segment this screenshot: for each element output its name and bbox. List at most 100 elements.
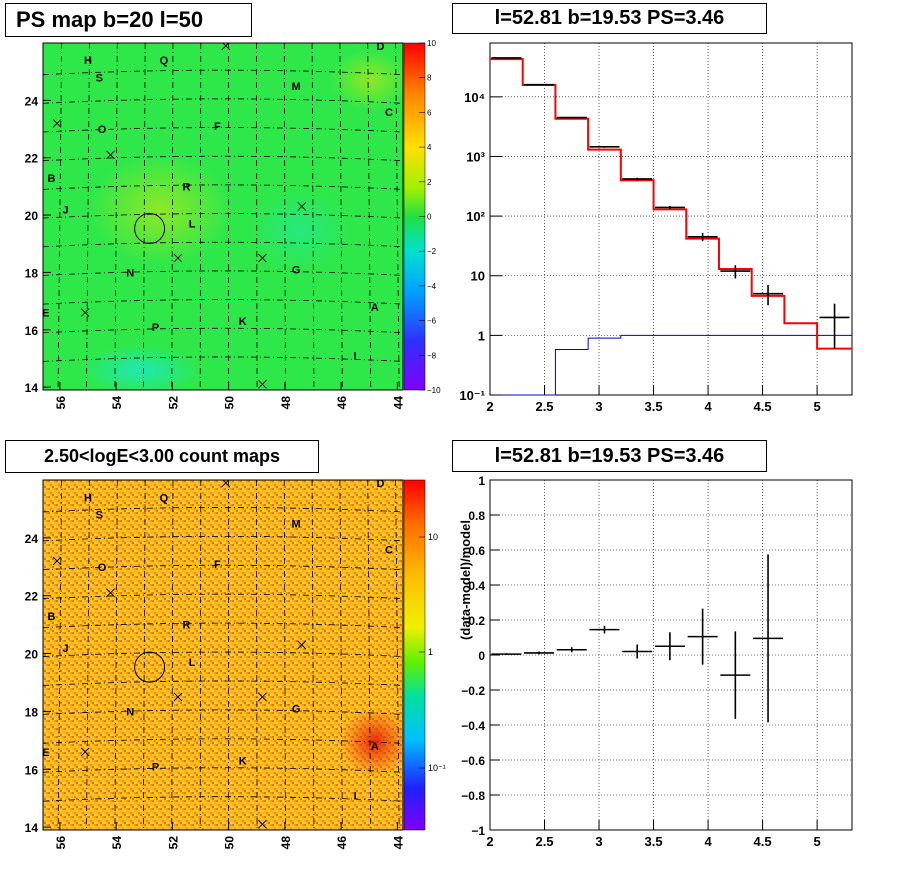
ps-map-colorbar <box>404 43 425 390</box>
longitude-gridline <box>339 43 343 390</box>
source-letter-label: E <box>42 308 49 320</box>
latitude-gridline <box>43 507 403 513</box>
source-cross-marker <box>80 747 90 757</box>
source-letter-label: C <box>385 107 393 119</box>
count-map-coordinate-grid <box>43 480 403 830</box>
source-letter-label: H <box>84 55 92 67</box>
x-axis-tick-label: 3.5 <box>645 834 663 849</box>
colorbar-tick-label: −2 <box>427 247 437 256</box>
residual-title: l=52.81 b=19.53 PS=3.46 <box>452 440 767 472</box>
ps-map-deficit-blob <box>80 345 200 390</box>
source-letter-label: F <box>214 121 221 133</box>
y-axis-tick-label: −0.6 <box>461 754 485 768</box>
y-axis-tick-label: 16 <box>25 763 39 777</box>
source-letter-label: D <box>377 478 385 490</box>
latitude-gridline <box>43 299 403 305</box>
latitude-gridline <box>43 622 403 629</box>
source-letter-label: M <box>292 518 301 530</box>
source-letter-label: N <box>126 706 134 718</box>
y-axis-tick-label: 10³ <box>466 149 485 164</box>
colorbar-tick-label: 10⁻¹ <box>428 763 446 773</box>
ps-map-colorbar-ticks: 10 8 6 4 2 0 −2 −4 −6 −8 −10 <box>419 39 441 395</box>
latitude-gridline <box>43 535 403 542</box>
ps-map-deficit-blob <box>250 190 350 270</box>
total-model-step-line <box>490 58 852 350</box>
y-axis-tick-label: 24 <box>25 94 39 108</box>
source-cross-marker <box>258 379 267 389</box>
count-map-colorbar-ticks: 10 1 10⁻¹ <box>419 532 446 773</box>
source-cross-marker <box>52 556 62 566</box>
longitude-gridline <box>86 43 90 390</box>
latitude-gridline <box>43 356 403 362</box>
source-letter-label: P <box>152 761 159 773</box>
colorbar-tick-label: 10 <box>428 532 438 542</box>
longitude-gridline <box>311 43 315 390</box>
x-axis-tick-label: 2.5 <box>535 399 553 414</box>
residual-grid <box>489 479 852 831</box>
longitude-gridline <box>283 480 286 830</box>
source-letter-label: C <box>385 544 393 556</box>
source-letter-label: H <box>84 492 92 504</box>
y-axis-tick-label: 10⁴ <box>464 90 485 105</box>
colorbar-tick-label: −6 <box>427 317 437 326</box>
y-axis-tick-label: 10⁻¹ <box>459 388 485 403</box>
count-map-colorbar <box>404 480 425 830</box>
latitude-gridline <box>43 738 403 744</box>
source-letter-label: G <box>292 704 301 716</box>
latitude-gridline <box>43 796 403 802</box>
count-map-title: 2.50<logE<3.00 count maps <box>5 440 319 473</box>
source-letter-label: E <box>42 747 49 759</box>
ps-map-markers: H Q D S M C O F B R J L N G E A P K I <box>42 43 393 389</box>
source-letter-label: J <box>62 643 68 655</box>
colorbar-tick-label: 4 <box>427 143 432 152</box>
latitude-gridline <box>43 155 403 162</box>
residual-series <box>491 554 784 723</box>
source-letter-label: R <box>182 620 190 632</box>
colorbar-tick-label: 2 <box>427 178 432 187</box>
y-axis-tick-label: 20 <box>25 209 39 223</box>
x-axis-tick-label: 44 <box>391 836 405 850</box>
x-axis-tick-label: 5 <box>813 399 820 414</box>
x-axis-tick-label: 3 <box>595 399 602 414</box>
source-cross-marker <box>80 308 90 317</box>
source-cross-marker <box>106 150 115 160</box>
x-axis-tick-label: 50 <box>223 396 237 410</box>
count-map-background <box>43 480 403 830</box>
longitude-gridline <box>142 480 146 830</box>
x-axis-tick-label: 56 <box>54 396 68 410</box>
count-map-axes: 14 16 18 20 22 24 56 54 52 50 48 46 44 <box>25 532 406 850</box>
ps-map-coordinate-grid <box>43 43 403 390</box>
longitude-gridline <box>199 480 202 830</box>
y-axis-tick-label: 1 <box>478 474 485 488</box>
source-letter-label: B <box>47 173 55 185</box>
latitude-gridline <box>43 709 403 715</box>
y-axis-tick-label: 0.8 <box>468 509 485 523</box>
x-axis-tick-label: 5 <box>813 834 820 849</box>
x-axis-tick-label: 3 <box>595 834 602 849</box>
source-cross-marker <box>258 819 267 829</box>
latitude-gridline <box>43 98 403 104</box>
y-axis-tick-label: 1 <box>478 328 485 343</box>
x-axis-tick-label: 50 <box>223 836 237 850</box>
longitude-gridline <box>171 480 174 830</box>
source-cross-marker <box>258 692 267 702</box>
y-axis-tick-label: 0.4 <box>468 579 485 593</box>
y-axis-tick-label: −0.2 <box>461 684 485 698</box>
y-axis-tick-label: 0 <box>478 649 485 663</box>
source-letter-label: K <box>239 316 247 328</box>
source-letter-label: K <box>239 756 247 768</box>
source-letter-label: R <box>182 181 190 193</box>
longitude-gridline <box>199 43 202 390</box>
y-axis-tick-label: 18 <box>25 266 39 280</box>
latitude-gridline <box>43 127 403 133</box>
colorbar-tick-label: −4 <box>427 282 437 291</box>
longitude-gridline <box>367 480 372 830</box>
residual-axes: 2 2.5 3 3.5 4 4.5 5 −1 −0.8 −0.6 −0.4 −0.2 0 0.2 0.4 0.… <box>461 474 820 849</box>
source-letter-label: P <box>152 322 159 334</box>
source-letter-label: O <box>98 124 107 136</box>
spectrum-plot: 2 2.5 3 3.5 4 4.5 5 10⁻¹ 1 10 10² 10³ 10⁴ <box>459 42 853 414</box>
source-letter-label: B <box>47 611 55 623</box>
source-letter-label: M <box>292 81 301 93</box>
spectrum-title: l=52.81 b=19.53 PS=3.46 <box>452 3 767 34</box>
x-axis-tick-label: 46 <box>335 396 349 410</box>
